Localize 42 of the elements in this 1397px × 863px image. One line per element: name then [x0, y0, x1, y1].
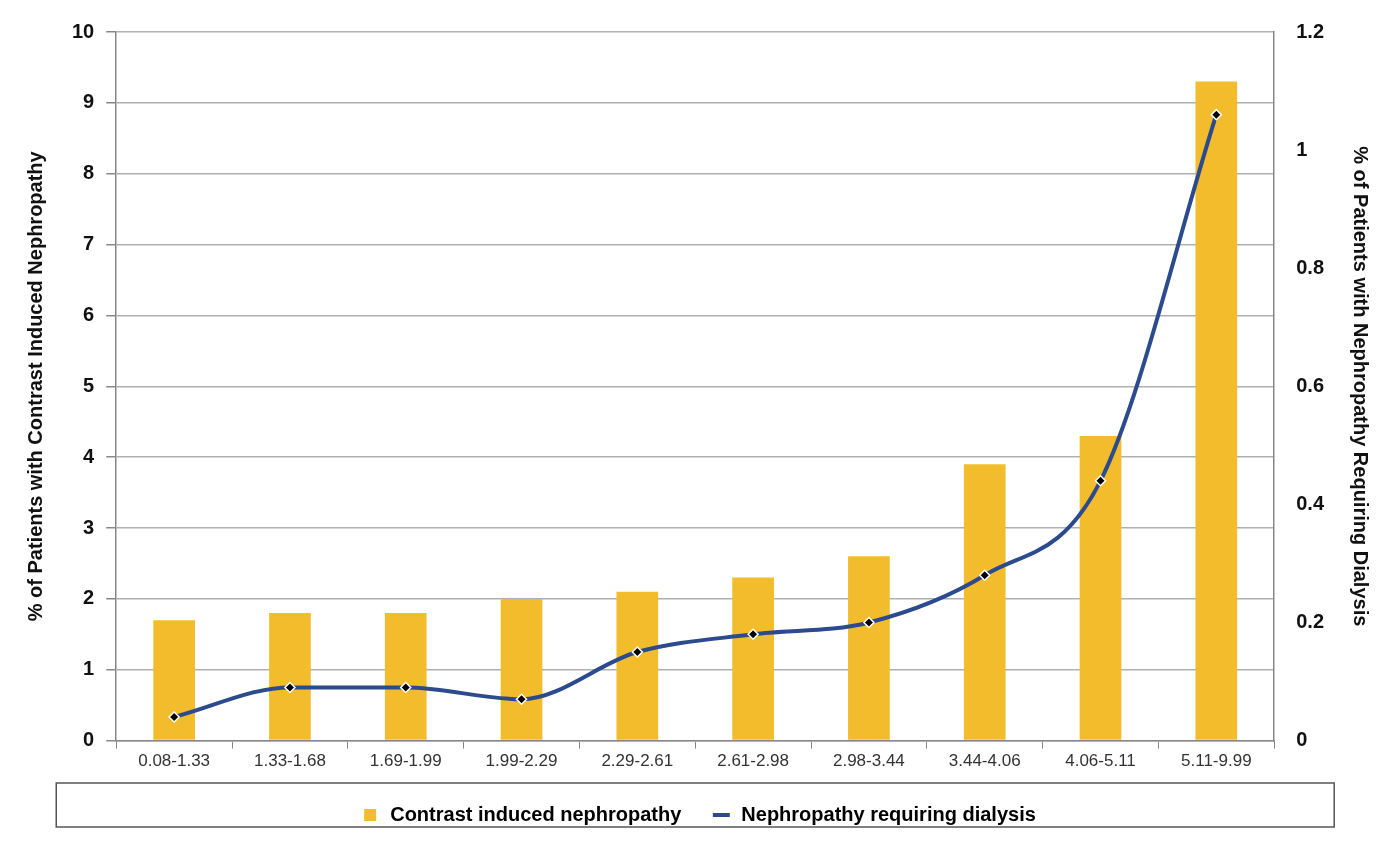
y-tick-label: 0 — [83, 728, 95, 751]
y-tick-label: 1 — [83, 657, 95, 680]
bar — [1079, 435, 1122, 740]
y2-tick-label: 0.2 — [1296, 610, 1325, 633]
x-tick-label: 0.08-1.33 — [138, 751, 211, 771]
y2-tick-label: 0.8 — [1296, 255, 1325, 278]
y-tick-label: 4 — [83, 444, 96, 467]
x-tick-label: 1.69-1.99 — [369, 751, 442, 771]
y-tick-label: 10 — [72, 19, 95, 42]
bar — [848, 556, 890, 740]
y-tick-label: 7 — [83, 232, 95, 255]
bar — [1195, 81, 1238, 740]
x-tick-label: 1.99-2.29 — [485, 751, 558, 771]
x-tick-label: 4.06-5.11 — [1065, 751, 1136, 771]
bar — [384, 613, 427, 740]
y2-tick-label: 0 — [1296, 728, 1308, 751]
x-tick-label: 2.29-2.61 — [601, 751, 674, 771]
y2-axis-title: % of Patients with Nephropathy Requiring Dialysis — [1350, 146, 1373, 627]
x-tick-label: 5.11-9.99 — [1181, 751, 1252, 771]
y2-tick-label: 1 — [1296, 137, 1308, 160]
bar — [269, 613, 311, 740]
legend-label: Nephropathy requiring dialysis — [741, 802, 1036, 825]
bar — [153, 620, 195, 740]
y-tick-label: 3 — [83, 515, 95, 538]
y-tick-label: 9 — [83, 90, 95, 113]
x-tick-label: 3.44-4.06 — [948, 751, 1021, 771]
y-tick-label: 5 — [83, 373, 95, 396]
legend-label: Contrast induced nephropathy — [390, 802, 683, 825]
y-tick-label: 2 — [83, 586, 95, 609]
y-axis-title: % of Patients with Contrast Induced Nephropathy — [23, 150, 46, 622]
bar — [616, 591, 659, 740]
y-tick-label: 8 — [83, 161, 95, 184]
x-tick-label: 2.98-3.44 — [832, 751, 905, 771]
y2-tick-label: 1.2 — [1296, 19, 1325, 42]
x-tick-label: 2.61-2.98 — [717, 751, 790, 771]
x-tick-label: 1.33-1.68 — [254, 751, 326, 771]
y2-tick-label: 0.4 — [1296, 491, 1325, 514]
bar — [732, 577, 774, 740]
bar — [963, 464, 1006, 740]
y2-tick-label: 0.6 — [1296, 373, 1325, 396]
bar — [500, 598, 543, 740]
y-tick-label: 6 — [83, 302, 95, 325]
